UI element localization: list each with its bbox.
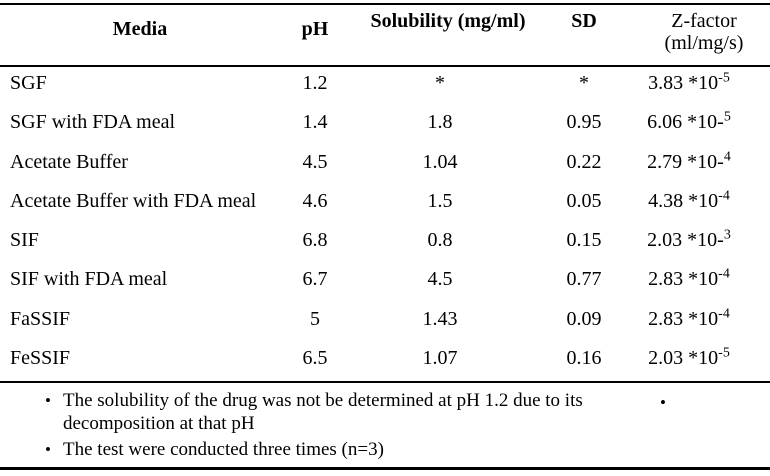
z-exponent: -5 xyxy=(718,345,730,361)
z-base: 6.06 *10- xyxy=(647,111,724,134)
cell-media: Acetate Buffer xyxy=(10,150,128,173)
footnotes-section: • The solubility of the drug was not be … xyxy=(0,383,770,467)
footnote-item: • The solubility of the drug was not be … xyxy=(0,383,770,435)
footnote-list: • The solubility of the drug was not be … xyxy=(0,383,770,461)
z-base: 4.38 *10 xyxy=(648,189,719,212)
cell-solubility: 1.43 xyxy=(422,307,458,330)
z-exponent: 4 xyxy=(723,148,731,164)
cell-ph: 6.5 xyxy=(302,346,328,369)
z-base: 2.83 *10 xyxy=(648,268,719,291)
table-row: SGF with FDA meal 1.4 1.8 0.95 6.06 *10-… xyxy=(0,106,770,145)
table-body: SGF 1.2 * * 3.83 *10-5 SGF with FDA meal… xyxy=(0,67,770,381)
header-bottom-rule xyxy=(0,65,770,67)
cell-solubility: 0.8 xyxy=(427,229,453,251)
cell-ph: 1.2 xyxy=(302,72,328,94)
cell-z-factor: 6.06 *10-5 xyxy=(638,106,770,145)
column-header-media: Media xyxy=(112,18,168,40)
column-header-z-factor: Z-factor (ml/mg/s) xyxy=(638,5,770,65)
cell-sd: 0.15 xyxy=(566,229,602,251)
cell-z-factor: 2.83 *10-4 xyxy=(638,263,770,302)
footnote-top-rule xyxy=(0,381,770,383)
table-row: Acetate Buffer with FDA meal 4.6 1.5 0.0… xyxy=(0,185,770,224)
z-base: 2.03 *10- xyxy=(647,229,724,251)
cell-solubility: 1.8 xyxy=(427,111,453,134)
cell-media: SGF with FDA meal xyxy=(10,111,176,134)
table-header-row: Media pH Solubility (mg/ml) SD Z-factor … xyxy=(0,5,770,65)
cell-z-factor: 3.83 *10-5 xyxy=(638,67,770,106)
cell-ph: 4.6 xyxy=(302,189,328,212)
table-row: FeSSIF 6.5 1.07 0.16 2.03 *10-5 xyxy=(0,342,770,381)
z-base: 2.03 *10 xyxy=(648,346,719,369)
column-header-sd: SD xyxy=(571,10,597,32)
z-factor-label-line2: (ml/mg/s) xyxy=(664,32,744,54)
cell-media: SGF xyxy=(10,72,47,94)
z-exponent: -5 xyxy=(718,70,730,86)
cell-solubility: 1.04 xyxy=(422,150,458,173)
footnote-text: The test were conducted three times (n=3… xyxy=(63,439,384,460)
cell-media: FeSSIF xyxy=(10,346,71,369)
cell-z-factor: 2.03 *10-5 xyxy=(638,342,770,381)
cell-ph: 5 xyxy=(310,307,320,330)
cell-sd: 0.22 xyxy=(566,150,602,173)
z-factor-label-line1: Z-factor xyxy=(671,10,737,32)
cell-z-factor: 4.38 *10-4 xyxy=(638,185,770,224)
footnote-text: The solubility of the drug was not be de… xyxy=(63,390,583,434)
cell-sd: 0.77 xyxy=(566,268,602,291)
cell-media: Acetate Buffer with FDA meal xyxy=(10,189,257,212)
z-base: 3.83 *10 xyxy=(648,72,719,94)
cell-sd: 0.16 xyxy=(566,346,602,369)
cell-ph: 1.4 xyxy=(302,111,328,134)
table-row: FaSSIF 5 1.43 0.09 2.83 *10-4 xyxy=(0,303,770,342)
z-exponent: -4 xyxy=(718,266,730,282)
table-top-rule xyxy=(0,3,770,5)
cell-z-factor: 2.79 *10-4 xyxy=(638,146,770,185)
z-exponent: -4 xyxy=(718,188,730,204)
right-stray-bullet: • xyxy=(660,393,666,412)
z-exponent: 5 xyxy=(723,109,731,125)
table-row: SIF 6.8 0.8 0.15 2.03 *10-3 xyxy=(0,224,770,263)
cell-z-factor: 2.03 *10-3 xyxy=(638,224,770,263)
cell-z-factor: 2.83 *10-4 xyxy=(638,303,770,342)
cell-media: SIF xyxy=(10,229,39,251)
cell-solubility: 4.5 xyxy=(427,268,453,291)
z-exponent: 3 xyxy=(723,227,731,243)
cell-solubility: * xyxy=(435,72,445,94)
cell-ph: 4.5 xyxy=(302,150,328,173)
bullet-icon: • xyxy=(45,440,51,459)
cell-sd: 0.95 xyxy=(566,111,602,134)
cell-ph: 6.8 xyxy=(302,229,328,251)
table-row: SGF 1.2 * * 3.83 *10-5 xyxy=(0,67,770,106)
table-row: Acetate Buffer 4.5 1.04 0.22 2.79 *10-4 xyxy=(0,146,770,185)
cell-sd: * xyxy=(579,72,589,94)
cell-solubility: 1.5 xyxy=(427,189,453,212)
cell-solubility: 1.07 xyxy=(422,346,458,369)
column-header-solubility: Solubility (mg/ml) xyxy=(370,10,526,32)
column-header-ph: pH xyxy=(301,18,329,40)
z-base: 2.79 *10- xyxy=(647,150,724,173)
table-bottom-rule xyxy=(0,467,770,470)
cell-sd: 0.05 xyxy=(566,189,602,212)
z-exponent: -4 xyxy=(718,305,730,321)
cell-media: SIF with FDA meal xyxy=(10,268,168,291)
footnote-item: • The test were conducted three times (n… xyxy=(0,438,770,461)
cell-sd: 0.09 xyxy=(566,307,602,330)
z-base: 2.83 *10 xyxy=(648,307,719,330)
cell-ph: 6.7 xyxy=(302,268,328,291)
bullet-icon: • xyxy=(45,391,51,410)
cell-media: FaSSIF xyxy=(10,307,71,330)
table-row: SIF with FDA meal 6.7 4.5 0.77 2.83 *10-… xyxy=(0,263,770,302)
